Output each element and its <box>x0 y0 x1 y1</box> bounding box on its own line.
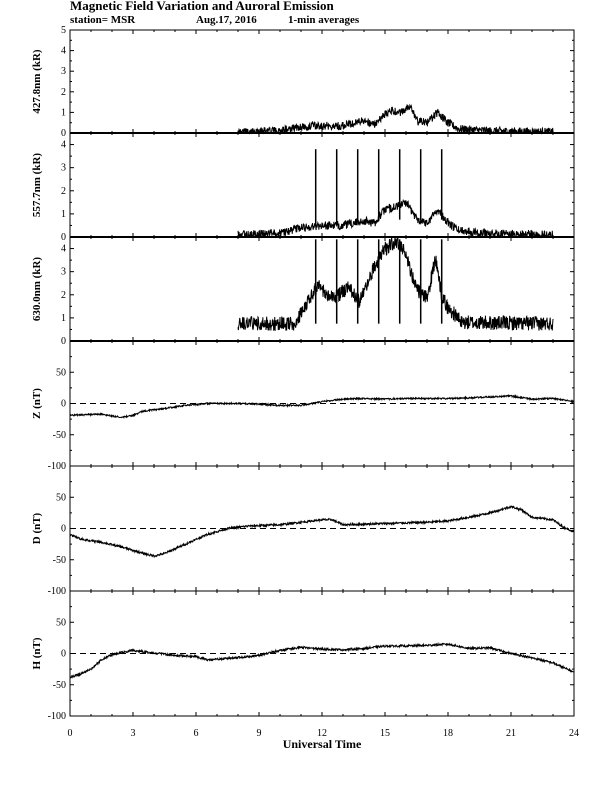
y-tick-label: 4 <box>61 140 66 151</box>
y-tick-label: 1 <box>61 209 66 220</box>
x-tick-label: 0 <box>68 728 73 739</box>
y-tick-label: 3 <box>61 163 66 174</box>
x-tick-label: 18 <box>443 728 453 739</box>
y-tick-label: -50 <box>53 555 66 566</box>
series-line <box>69 393 575 420</box>
panel-5: -100 -50 0 50 H (nT) <box>31 590 575 722</box>
y-axis-label: 557.7nm (kR) <box>31 153 43 218</box>
y-tick-label: -50 <box>53 680 66 691</box>
y-tick-label: 4 <box>61 46 66 57</box>
y-tick-label: 50 <box>56 617 66 628</box>
y-axis-label: Z (nT) <box>31 388 43 419</box>
y-tick-label: 0 <box>61 336 66 347</box>
chart-title: Magnetic Field Variation and Auroral Emi… <box>70 0 335 13</box>
y-tick-label: 5 <box>61 25 66 36</box>
date-label: Aug.17, 2016 <box>196 14 257 26</box>
y-tick-label: 50 <box>56 492 66 503</box>
y-tick-label: 1 <box>61 313 66 324</box>
panel-2: 0 1 2 3 4 630.0nm (kR) <box>31 236 575 347</box>
panel-0: 0 1 2 3 4 5 427.8nm (kR) <box>31 25 575 139</box>
x-tick-label: 6 <box>194 728 199 739</box>
x-tick-label: 21 <box>506 728 516 739</box>
x-tick-label: 15 <box>380 728 390 739</box>
series-line <box>237 198 554 239</box>
panel-4: -100 -50 0 50 D (nT) <box>31 465 575 597</box>
y-tick-label: -100 <box>48 711 66 722</box>
y-tick-label: 2 <box>61 290 66 301</box>
x-tick-label: 12 <box>317 728 327 739</box>
series-line <box>69 505 575 559</box>
y-axis-label: D (nT) <box>31 512 43 544</box>
y-tick-label: 2 <box>61 186 66 197</box>
panel-1: 0 1 2 3 4 557.7nm (kR) <box>31 132 575 243</box>
y-tick-label: 3 <box>61 267 66 278</box>
y-tick-label: 3 <box>61 66 66 77</box>
x-tick-label: 9 <box>257 728 262 739</box>
x-tick-label: 3 <box>131 728 136 739</box>
series-line <box>237 103 554 135</box>
y-tick-label: 0 <box>61 399 66 410</box>
y-tick-label: 4 <box>61 244 66 255</box>
y-tick-label: 0 <box>61 524 66 535</box>
x-axis-label: Universal Time <box>283 737 362 751</box>
y-tick-label: 2 <box>61 87 66 98</box>
y-axis-label: 427.8nm (kR) <box>31 49 43 114</box>
station-label: station= MSR <box>70 14 136 26</box>
y-axis-label: 630.0nm (kR) <box>31 257 43 322</box>
y-tick-label: 0 <box>61 649 66 660</box>
series-line <box>237 236 554 331</box>
panel-3: -100 -50 0 50 Z (nT) <box>31 340 575 472</box>
x-tick-label: 24 <box>569 728 579 739</box>
averaging-label: 1-min averages <box>288 14 360 26</box>
y-tick-label: 1 <box>61 107 66 118</box>
y-tick-label: -50 <box>53 430 66 441</box>
series-line <box>69 642 575 679</box>
y-tick-label: -100 <box>48 586 66 597</box>
y-axis-label: H (nT) <box>31 637 43 669</box>
y-tick-label: -100 <box>48 461 66 472</box>
panel-frame <box>69 132 575 238</box>
y-tick-label: 0 <box>61 232 66 243</box>
y-tick-label: 0 <box>61 128 66 139</box>
y-tick-label: 50 <box>56 367 66 378</box>
panel-frame <box>69 29 575 134</box>
